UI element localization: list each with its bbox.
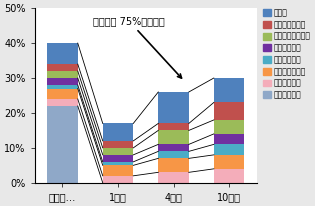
Bar [158,130,189,144]
Bar [214,169,244,183]
Bar [47,71,78,78]
Bar [103,165,133,176]
Bar [158,144,189,151]
Bar [47,89,78,99]
Bar [47,85,78,89]
Text: 白化前の 75%まで回復: 白化前の 75%まで回復 [93,16,181,78]
Bar [214,144,244,155]
Bar [158,92,189,123]
Bar [214,120,244,134]
Bar [103,123,133,141]
Bar [103,162,133,165]
Legend: その他, コモンサンゴ属, トゲキクメイシ属, ノウサンゴ属, キクメイシ属, ナガレサンゴ属, アナサンゴ属, ミドリイシ属: その他, コモンサンゴ属, トゲキクメイシ属, ノウサンゴ属, キクメイシ属, … [263,8,311,99]
Bar [103,155,133,162]
Bar [47,106,78,183]
Bar [47,43,78,64]
Bar [158,123,189,130]
Bar [214,134,244,144]
Bar [103,176,133,183]
Bar [214,155,244,169]
Bar [214,102,244,120]
Bar [47,64,78,71]
Bar [214,78,244,102]
Bar [47,78,78,85]
Bar [103,148,133,155]
Bar [47,99,78,106]
Bar [158,151,189,158]
Bar [103,141,133,148]
Bar [158,158,189,172]
Bar [158,172,189,183]
